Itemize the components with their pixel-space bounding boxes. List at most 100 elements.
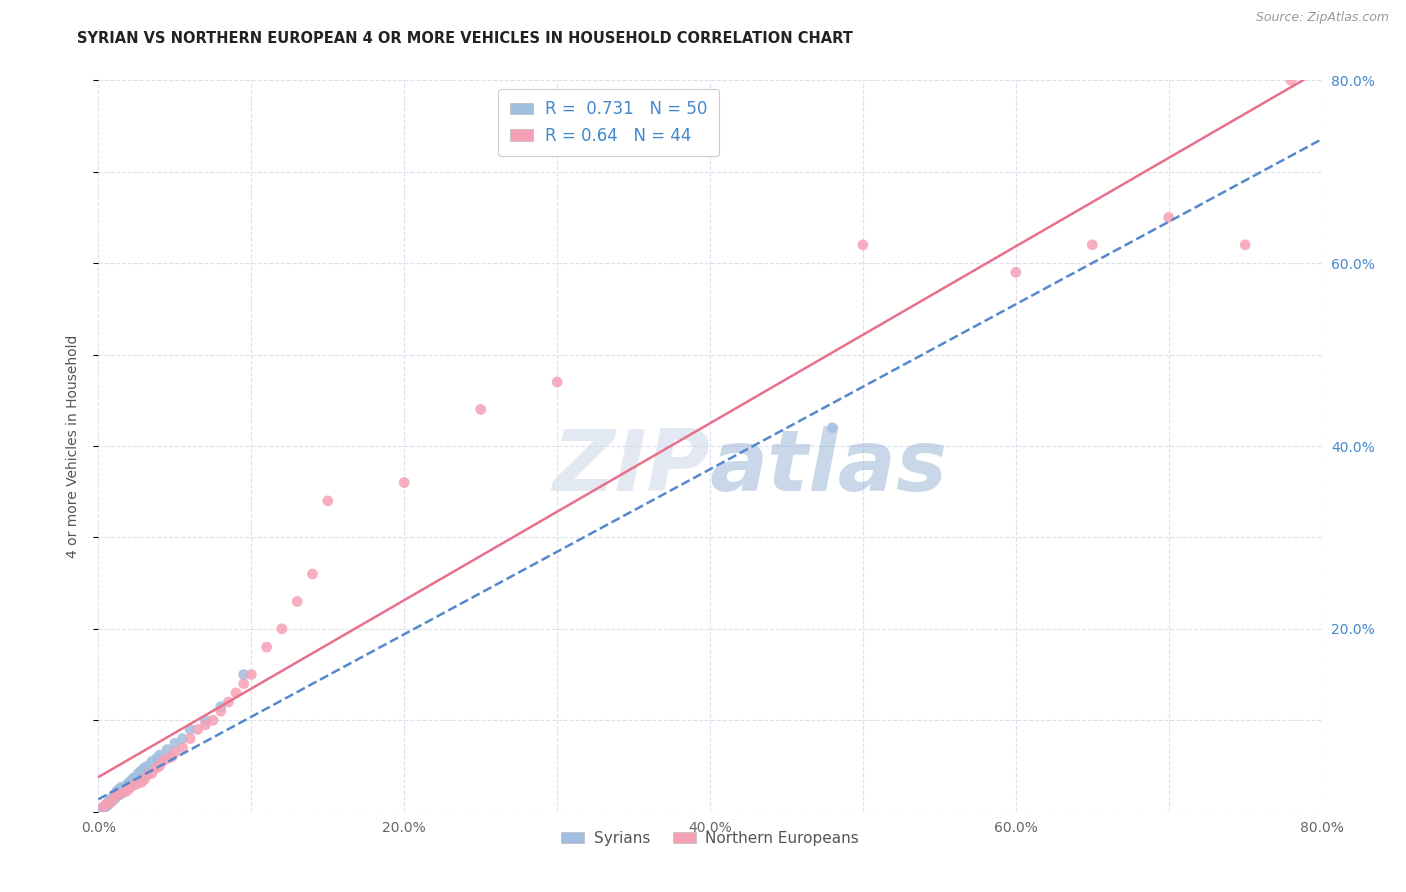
Point [156,742,179,756]
Point [105,789,128,803]
Point [104,791,127,805]
Point [100,796,122,810]
Point [1157,211,1180,225]
Point [93,800,115,814]
Point [209,699,232,714]
Point [232,676,254,690]
Point [115,779,138,793]
Point [100,793,122,807]
Point [98,794,121,808]
Point [105,789,128,804]
Point [118,775,141,789]
Point [111,783,134,797]
Point [160,749,183,764]
Point [1081,238,1104,252]
Point [136,768,159,782]
Point [101,792,124,806]
Point [104,787,127,801]
Text: atlas: atlas [710,426,948,509]
Point [115,784,138,798]
Point [121,779,143,793]
Point [129,775,152,789]
Point [240,667,263,681]
Point [179,731,201,746]
Point [94,799,117,814]
Point [110,787,132,801]
Point [194,718,217,732]
Point [107,789,129,803]
Point [121,772,143,787]
Point [163,745,186,759]
Point [127,766,149,780]
Point [172,740,194,755]
Y-axis label: 4 or more Vehicles in Household: 4 or more Vehicles in Household [66,334,80,558]
Point [217,695,239,709]
Point [852,238,875,252]
Point [97,797,120,811]
Point [117,777,139,791]
Point [145,752,167,766]
Point [470,402,492,417]
Point [149,759,172,773]
Point [546,375,568,389]
Point [225,686,247,700]
Point [125,777,148,791]
Point [122,771,145,785]
Point [134,761,156,775]
Point [91,801,114,815]
Point [392,475,416,490]
Point [112,780,135,795]
Point [1279,73,1302,87]
Point [125,770,148,784]
Point [270,622,292,636]
Point [101,791,124,805]
Point [120,774,142,789]
Point [103,791,125,805]
Text: Source: ZipAtlas.com: Source: ZipAtlas.com [1256,11,1389,24]
Point [256,640,278,655]
Point [156,752,179,766]
Point [103,790,125,805]
Point [202,714,225,728]
Point [141,755,163,769]
Point [163,736,186,750]
Point [179,723,201,737]
Point [129,764,152,778]
Point [136,759,159,773]
Point [94,797,117,812]
Point [94,797,117,812]
Point [108,781,131,796]
Point [285,594,308,608]
Point [108,788,131,802]
Point [1004,265,1026,279]
Point [145,761,167,775]
Point [194,714,217,728]
Point [821,421,844,435]
Point [103,793,125,807]
Legend: Syrians, Northern Europeans: Syrians, Northern Europeans [555,824,865,852]
Point [187,723,209,737]
Point [110,787,132,801]
Point [141,766,163,780]
Point [90,802,112,816]
Point [107,782,129,797]
Point [1234,238,1257,252]
Text: ZIP: ZIP [553,426,710,509]
Point [172,731,194,746]
Point [149,747,172,762]
Point [103,789,125,803]
Point [316,494,339,508]
Point [134,772,156,787]
Point [301,567,323,582]
Point [100,795,122,809]
Point [105,784,128,798]
Point [118,781,141,796]
Point [91,800,114,814]
Point [232,667,254,681]
Point [110,780,132,794]
Point [152,755,174,769]
Point [97,798,120,813]
Point [98,796,121,810]
Text: SYRIAN VS NORTHERN EUROPEAN 4 OR MORE VEHICLES IN HOUSEHOLD CORRELATION CHART: SYRIAN VS NORTHERN EUROPEAN 4 OR MORE VE… [77,31,853,46]
Point [209,704,232,718]
